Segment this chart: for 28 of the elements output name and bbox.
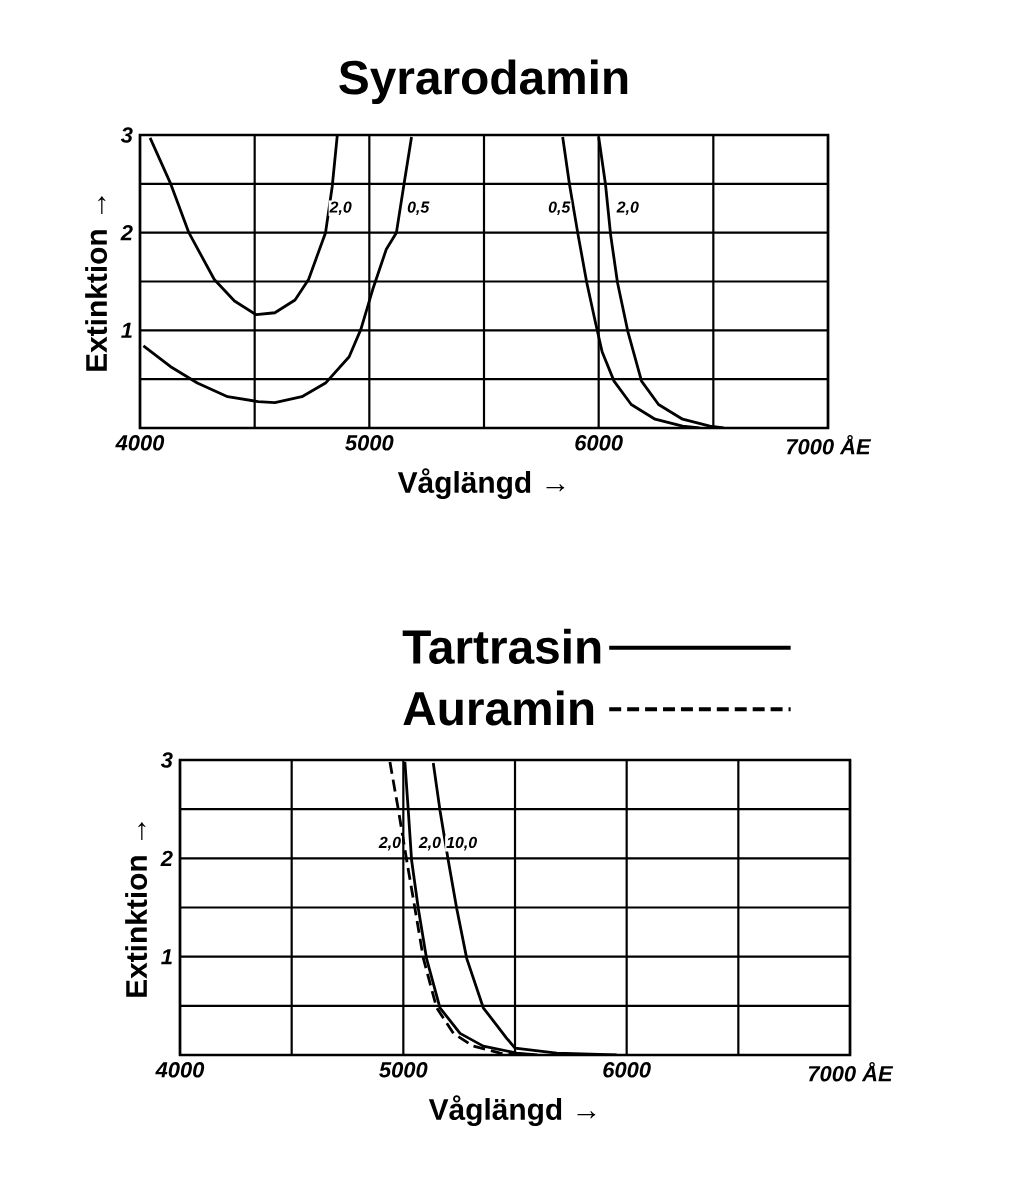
x-tick-label: 7000 ÅE	[808, 1062, 894, 1082]
x-tick-label: 5000	[345, 435, 394, 451]
annotation: 2,0	[329, 201, 352, 216]
annotation: 0,5	[407, 201, 430, 216]
annotation: 2,0	[378, 836, 401, 851]
y-tick-label: 1	[121, 322, 132, 338]
x-tick-label: 6000	[603, 1062, 651, 1078]
chart-title: Syrarodamin	[339, 59, 628, 105]
annotation: 2,0	[616, 201, 639, 216]
y-tick-label: 2	[160, 850, 173, 866]
annotation: 10,0	[446, 836, 477, 851]
x-tick-label: 4000	[155, 1062, 205, 1078]
y-tick-label: 3	[120, 127, 133, 143]
y-axis-title: Extinktion →	[85, 196, 108, 371]
x-axis-title: Våglängd →	[397, 468, 565, 500]
legend-label: Auramin	[403, 690, 594, 726]
y-tick-label: 3	[160, 752, 173, 768]
x-tick-label: 7000 ÅE	[786, 435, 872, 455]
y-tick-label: 1	[161, 949, 172, 965]
annotation: 2,0	[418, 836, 441, 851]
x-tick-label: 6000	[575, 435, 623, 451]
x-tick-label: 5000	[379, 1062, 428, 1078]
legend-label: Tartrasin	[402, 628, 601, 664]
y-axis-title: Extinktion →	[125, 822, 148, 997]
annotation: 0,5	[548, 201, 571, 216]
x-tick-label: 4000	[115, 435, 165, 451]
y-tick-label: 2	[120, 225, 133, 241]
x-axis-title: Våglängd →	[428, 1095, 596, 1127]
